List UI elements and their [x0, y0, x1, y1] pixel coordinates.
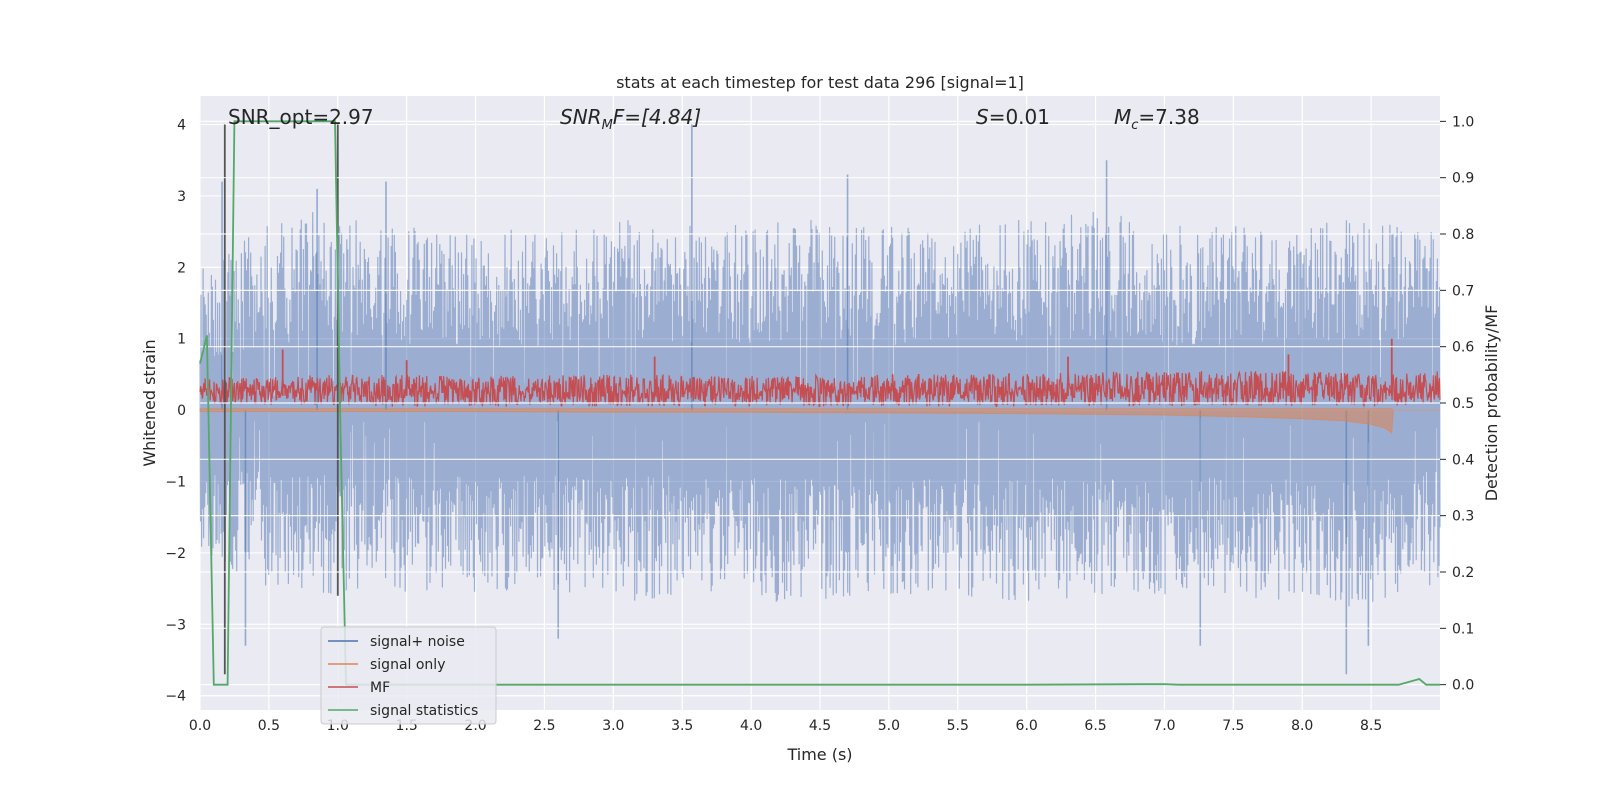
- legend: signal+ noise signal only MF signal stat…: [320, 626, 497, 725]
- y2-tick-label: 0.9: [1452, 171, 1474, 187]
- legend-label-signal-noise: signal+ noise: [370, 634, 465, 650]
- y-tick-label: 1: [177, 332, 186, 348]
- mc-value: =7.38: [1138, 105, 1199, 129]
- x-tick-label: 8.0: [1291, 718, 1313, 734]
- y2-tick-labels: 0.0 0.1 0.2 0.3 0.4 0.5 0.6 0.7 0.8 0.9 1.0: [1440, 114, 1474, 694]
- s-annotation: S=0.01: [976, 105, 1050, 129]
- s-value: =0.01: [989, 105, 1050, 129]
- mc-subscript: c: [1131, 118, 1138, 133]
- y-tick-label: −4: [165, 689, 186, 705]
- legend-label-signal-only: signal only: [370, 657, 445, 673]
- chart-title: stats at each timestep for test data 296…: [616, 73, 1024, 92]
- y2-tick-label: 0.2: [1452, 565, 1474, 581]
- y-axis-label: Whitened strain: [140, 339, 159, 466]
- y2-tick-label: 0.0: [1452, 678, 1474, 694]
- y2-axis-label: Detection probability/MF: [1482, 305, 1501, 502]
- x-tick-label: 5.0: [878, 718, 900, 734]
- mf-series: [199, 338, 1441, 408]
- y-tick-label: −3: [165, 617, 186, 633]
- y-tick-label: −1: [165, 475, 186, 491]
- y2-tick-label: 0.6: [1452, 340, 1474, 356]
- x-tick-label: 5.5: [947, 718, 969, 734]
- s-symbol: S: [976, 105, 989, 129]
- snr-mf-symbol: SNR: [560, 105, 602, 129]
- y2-tick-label: 1.0: [1452, 114, 1474, 130]
- x-tick-label: 6.0: [1016, 718, 1038, 734]
- signal-statistics-line: [199, 120, 1440, 686]
- y-tick-label: 3: [177, 189, 186, 205]
- mc-symbol: M: [1114, 105, 1131, 129]
- x-tick-label: 7.5: [1222, 718, 1244, 734]
- x-tick-label: 8.5: [1360, 718, 1382, 734]
- x-tick-label: 3.5: [671, 718, 693, 734]
- x-tick-label: 4.0: [740, 718, 762, 734]
- y2-tick-label: 0.3: [1452, 509, 1474, 525]
- snr-mf-value: F=[4.84]: [613, 105, 701, 129]
- x-tick-label: 4.5: [809, 718, 831, 734]
- y-tick-label: −2: [165, 546, 186, 562]
- y2-tick-label: 0.7: [1452, 283, 1474, 299]
- y-tick-label: 0: [177, 403, 186, 419]
- snr-mf-annotation: SNRMF=[4.84]: [560, 105, 701, 133]
- y2-tick-label: 0.1: [1452, 621, 1474, 637]
- y2-gridlines: [200, 120, 1440, 686]
- signal-statistics-series: [199, 120, 1440, 686]
- y-tick-label: 2: [177, 260, 186, 276]
- x-tick-label: 2.5: [533, 718, 555, 734]
- x-tick-label: 0.5: [258, 718, 280, 734]
- snr-opt-annotation: SNR_opt=2.97: [228, 105, 374, 129]
- x-tick-label: 7.0: [1153, 718, 1175, 734]
- x-tick-label: 6.5: [1084, 718, 1106, 734]
- legend-label-mf: MF: [370, 680, 390, 696]
- x-tick-label: 0.0: [189, 718, 211, 734]
- y2-tick-label: 0.8: [1452, 227, 1474, 243]
- legend-label-signal-statistics: signal statistics: [370, 703, 478, 719]
- x-tick-label: 3.0: [602, 718, 624, 734]
- y-tick-labels: −4 −3 −2 −1 0 1 2 3 4: [165, 118, 186, 705]
- snr-mf-subscript: M: [602, 118, 613, 133]
- vertical-markers: [223, 124, 339, 675]
- legend-box: [320, 626, 497, 725]
- signal-only-series: [199, 408, 1440, 434]
- x-axis-label: Time (s): [786, 745, 852, 764]
- y2-tick-label: 0.4: [1452, 452, 1474, 468]
- y-tick-label: 4: [177, 118, 186, 134]
- y2-tick-label: 0.5: [1452, 396, 1474, 412]
- signal-only-band: [199, 408, 1440, 434]
- mc-annotation: Mc=7.38: [1114, 105, 1200, 133]
